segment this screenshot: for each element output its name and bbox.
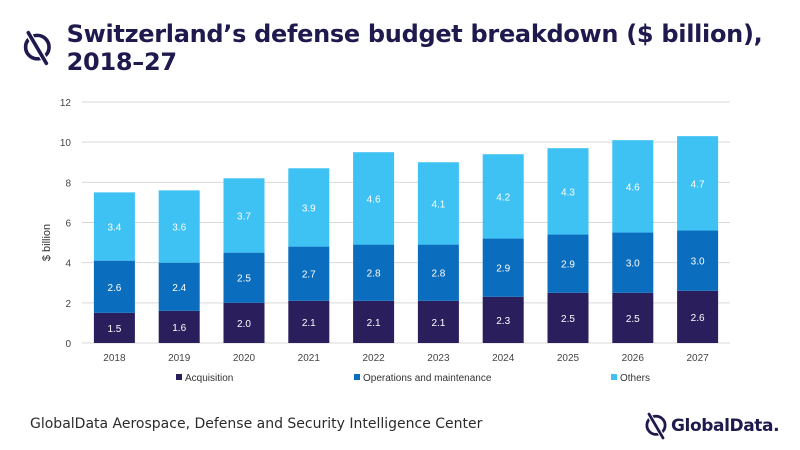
data-label: 2.6	[691, 313, 705, 324]
bar-segment	[158, 190, 200, 263]
bar-segment	[612, 140, 654, 233]
x-tick-label: 2024	[492, 353, 515, 364]
chart-title: Switzerland’s defense budget breakdown (…	[66, 20, 763, 76]
x-tick-label: 2022	[362, 353, 385, 364]
bar-segment	[158, 262, 200, 311]
legend-label: Operations and maintenance	[363, 373, 492, 384]
bar-segment	[417, 244, 459, 301]
bar-segment	[547, 234, 589, 293]
bar-segment	[353, 300, 395, 343]
x-tick-label: 2026	[622, 353, 645, 364]
data-label: 4.1	[431, 199, 445, 210]
bar-segment	[417, 162, 459, 245]
bar-segment	[93, 192, 135, 261]
data-label: 2.1	[367, 318, 381, 329]
data-label: 3.0	[626, 259, 640, 270]
bar-segment	[353, 152, 395, 245]
bar-segment	[288, 168, 330, 247]
data-label: 2.5	[626, 314, 640, 325]
data-label: 2.3	[496, 316, 510, 327]
x-tick-label: 2027	[686, 353, 709, 364]
bar-segment	[547, 292, 589, 343]
x-tick-label: 2020	[233, 353, 256, 364]
bar-segment	[353, 244, 395, 301]
x-tick-label: 2021	[298, 353, 321, 364]
bar-segment	[288, 246, 330, 301]
legend-swatch	[354, 374, 360, 380]
bar-segment	[482, 154, 524, 239]
data-label: 4.3	[561, 187, 575, 198]
bar-segment	[612, 232, 654, 293]
data-label: 2.9	[496, 264, 510, 275]
y-tick-label: 10	[60, 138, 72, 149]
legend-label: Others	[620, 373, 650, 384]
x-tick-label: 2025	[557, 353, 580, 364]
data-label: 4.6	[626, 182, 640, 193]
bar-segment	[547, 148, 589, 235]
y-tick-label: 12	[60, 98, 72, 109]
data-label: 2.1	[302, 318, 316, 329]
data-label: 2.8	[367, 269, 381, 280]
data-label: 2.5	[561, 314, 575, 325]
globaldata-logo-icon	[23, 30, 51, 66]
bar-segment	[93, 260, 135, 313]
data-label: 2.7	[302, 270, 316, 281]
data-label: 1.6	[172, 323, 186, 334]
stacked-bar-chart: 0 2 4 6 8 10 12 $ billion 1.5 2.6 3.4 2018 1.6 2.4 3.6…	[41, 98, 730, 384]
bar-segment	[677, 136, 719, 231]
brand-name: GlobalData.	[671, 416, 780, 436]
data-label: 2.9	[561, 260, 575, 271]
y-tick-label: 6	[65, 219, 71, 230]
bar-segment	[417, 300, 459, 343]
brand-logo: GlobalData.	[644, 412, 780, 440]
data-label: 2.6	[107, 283, 121, 294]
y-tick-label: 2	[65, 299, 71, 310]
data-label: 4.7	[691, 179, 705, 190]
data-label: 4.6	[367, 194, 381, 205]
data-label: 4.2	[496, 192, 510, 203]
chart-header: Switzerland’s defense budget breakdown (…	[22, 20, 800, 76]
y-tick-label: 0	[65, 339, 71, 350]
y-tick-label: 8	[65, 178, 71, 189]
data-label: 2.4	[172, 283, 186, 294]
bar-segment	[223, 252, 265, 303]
bar-segment	[288, 300, 330, 343]
data-label: 2.5	[237, 274, 251, 285]
data-label: 3.7	[237, 211, 251, 222]
bar-segment	[482, 238, 524, 297]
legend-swatch	[176, 374, 182, 380]
y-axis-label: $ billion	[41, 224, 53, 261]
source-note: GlobalData Aerospace, Defense and Securi…	[30, 416, 483, 432]
globaldata-logo-icon	[645, 412, 667, 440]
data-label: 3.0	[691, 257, 705, 268]
x-tick-label: 2023	[427, 353, 450, 364]
bar-segment	[677, 230, 719, 291]
bar-segment	[677, 290, 719, 343]
bar-segment	[612, 292, 654, 343]
bar-segment	[158, 310, 200, 343]
x-tick-label: 2019	[168, 353, 191, 364]
y-tick-label: 4	[65, 259, 71, 270]
x-tick-label: 2018	[103, 353, 126, 364]
legend-label: Acquisition	[185, 373, 233, 384]
data-label: 2.0	[237, 319, 251, 330]
bar-segment	[93, 312, 135, 343]
bar-segment	[482, 296, 524, 343]
data-label: 1.5	[107, 324, 121, 335]
data-label: 3.4	[107, 223, 121, 234]
data-label: 3.9	[302, 203, 316, 214]
data-label: 2.1	[431, 318, 445, 329]
data-label: 2.8	[431, 269, 445, 280]
bar-segment	[223, 302, 265, 343]
data-label: 3.6	[172, 223, 186, 234]
bar-segment	[223, 178, 265, 253]
legend-swatch	[611, 374, 617, 380]
